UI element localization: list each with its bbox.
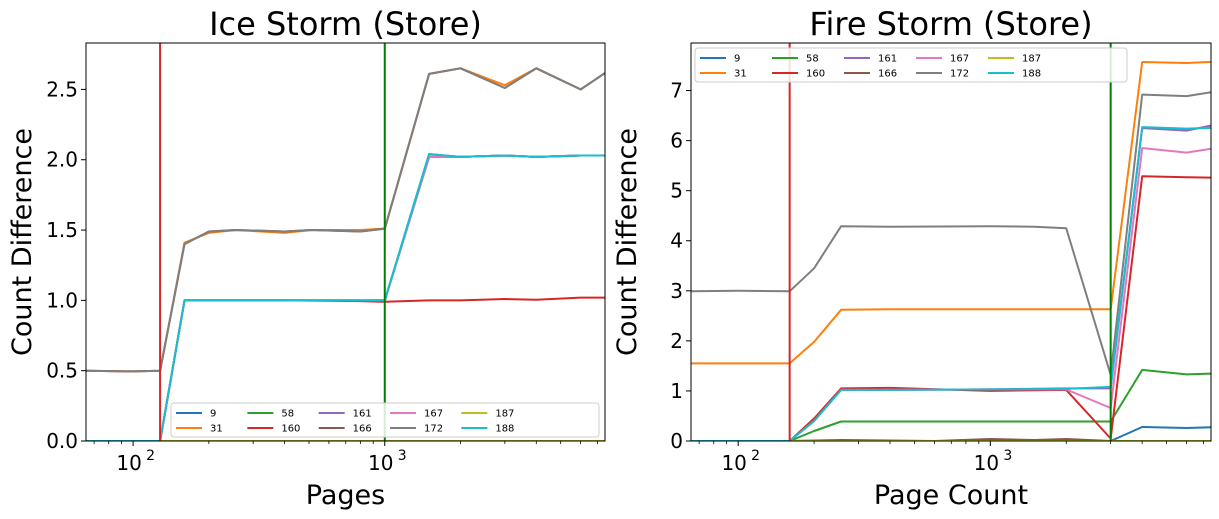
legend-label-58: 58 [281, 409, 294, 420]
series-line-167 [691, 147, 1211, 441]
y-tick-label: 5 [670, 179, 683, 203]
legend-label-167: 167 [950, 54, 969, 65]
legend-label-188: 188 [1022, 69, 1041, 80]
axes-frame [85, 42, 606, 442]
legend-label-187: 187 [495, 409, 514, 420]
series-line-31 [691, 60, 1211, 365]
x-tick-label: 10 [368, 451, 393, 475]
series-line-160 [691, 175, 1211, 441]
series-line-188 [691, 126, 1211, 441]
x-tick-label: 10 [974, 451, 999, 475]
y-tick-label: 2.0 [46, 148, 78, 172]
legend-label-31: 31 [210, 424, 223, 435]
legend-label-9: 9 [210, 409, 216, 420]
y-tick-label: 6 [670, 129, 683, 153]
legend-label-9: 9 [734, 54, 740, 65]
y-tick-label: 0.0 [46, 429, 78, 453]
x-axis-label: Pages [306, 480, 385, 511]
x-tick-exponent: 3 [398, 448, 407, 464]
legend-label-172: 172 [424, 424, 443, 435]
chart-panel-1: 0.0 0.5 1.0 1.5 2.0 2.5 10 2 10 3 Ice Storm (Store… [7, 5, 606, 511]
y-tick-label: 7 [670, 79, 683, 103]
chart-title: Ice Storm (Store) [209, 5, 482, 43]
series-line-9 [691, 426, 1211, 441]
series-line-188 [86, 153, 605, 441]
axes-frame [690, 42, 1212, 442]
series-line-172 [691, 91, 1211, 376]
y-tick-label: 4 [670, 229, 683, 253]
y-tick-label: 0 [670, 429, 683, 453]
x-tick-exponent: 2 [751, 448, 760, 464]
series-line-31 [86, 67, 605, 373]
legend-label-160: 160 [806, 69, 825, 80]
x-tick-label: 10 [116, 451, 141, 475]
legend-box [694, 47, 1128, 83]
legend-label-166: 166 [353, 424, 372, 435]
series-line-161 [86, 154, 605, 441]
legend-box [170, 402, 600, 438]
legend-label-161: 161 [353, 409, 372, 420]
y-tick-label: 1 [670, 379, 683, 403]
y-tick-label: 0.5 [46, 359, 78, 383]
legend: 9 31 58 160 161 166 167 172 187 188 [170, 402, 600, 438]
x-tick-label: 10 [721, 451, 746, 475]
series-line-172 [86, 67, 605, 373]
legend-label-172: 172 [950, 69, 969, 80]
y-tick-label: 1.5 [46, 218, 78, 242]
legend: 9 31 58 160 161 166 167 172 187 188 [694, 47, 1128, 83]
legend-label-161: 161 [878, 54, 897, 65]
legend-label-166: 166 [878, 69, 897, 80]
legend-label-160: 160 [281, 424, 300, 435]
series-line-166 [86, 67, 605, 373]
y-axis-label: Count Difference [7, 128, 38, 356]
legend-label-167: 167 [424, 409, 443, 420]
y-tick-label: 2.5 [46, 77, 78, 101]
chart-title: Fire Storm (Store) [809, 5, 1092, 43]
series-line-9 [86, 153, 605, 441]
legend-label-31: 31 [734, 69, 747, 80]
x-axis-label: Page Count [874, 480, 1028, 511]
series-line-167 [86, 154, 605, 441]
y-axis-label: Count Difference [612, 128, 643, 356]
legend-label-58: 58 [806, 54, 819, 65]
plot-area [691, 43, 1211, 441]
legend-label-187: 187 [1022, 54, 1041, 65]
series-line-58 [691, 368, 1211, 441]
x-tick-exponent: 3 [1003, 448, 1012, 464]
y-tick-label: 1.0 [46, 288, 78, 312]
y-tick-label: 3 [670, 279, 683, 303]
series-line-58 [86, 154, 605, 441]
legend-label-188: 188 [495, 424, 514, 435]
x-tick-exponent: 2 [146, 448, 155, 464]
y-tick-label: 2 [670, 329, 683, 353]
plot-area [86, 43, 605, 441]
